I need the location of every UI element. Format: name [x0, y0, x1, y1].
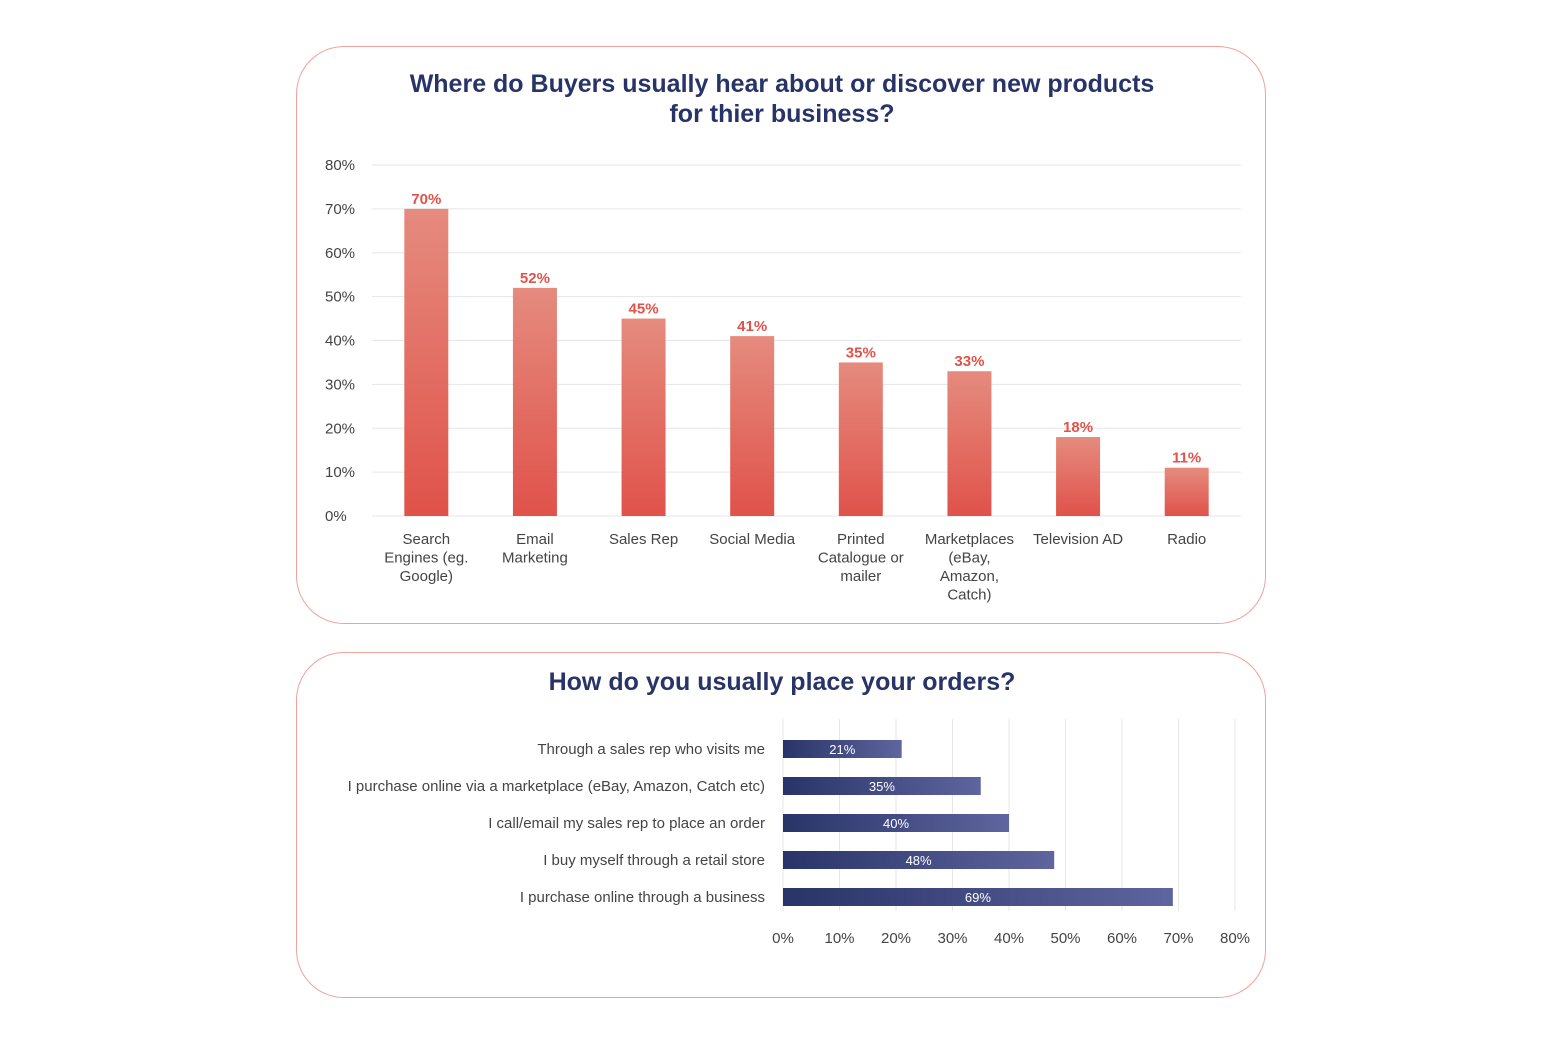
orders-bar-value-label: 35%: [869, 779, 895, 794]
orders-bar-value-label: 21%: [829, 742, 855, 757]
discovery-y-tick-label: 40%: [325, 333, 355, 350]
discovery-x-tick-label: Marketplaces (eBay, Amazon, Catch): [925, 531, 1014, 604]
discovery-grid: [372, 164, 1241, 517]
discovery-bar-value-label: 45%: [629, 301, 659, 318]
discovery-x-tick-label: Printed Catalogue or mailer: [818, 531, 904, 585]
discovery-bar: [404, 208, 449, 516]
orders-bar-value-label: 40%: [883, 816, 909, 831]
discovery-x-tick-label: Social Media: [709, 531, 796, 548]
orders-bar-value-label: 69%: [965, 890, 991, 905]
orders-bar-value-label: 48%: [906, 853, 932, 868]
discovery-bars: [404, 208, 1209, 516]
orders-x-tick-label: 70%: [1163, 930, 1193, 947]
discovery-y-tick-label: 30%: [325, 376, 355, 393]
discovery-bar-value-label: 41%: [737, 318, 767, 335]
discovery-bar: [1056, 437, 1101, 516]
orders-chart-title: How do you usually place your orders?: [297, 667, 1267, 697]
discovery-chart-panel: Where do Buyers usually hear about or di…: [296, 46, 1266, 624]
discovery-chart-title: Where do Buyers usually hear about or di…: [297, 69, 1267, 129]
orders-x-tick-label: 30%: [937, 930, 967, 947]
orders-chart-panel: How do you usually place your orders? 21…: [296, 652, 1266, 998]
discovery-y-tick-label: 10%: [325, 464, 355, 481]
orders-category-label: I purchase online through a business: [520, 889, 765, 906]
discovery-bar-value-label: 18%: [1063, 419, 1093, 436]
orders-category-label: Through a sales rep who visits me: [537, 741, 765, 758]
discovery-x-tick-label-line: Social Media: [709, 531, 796, 548]
discovery-y-axis: 0% 10% 20% 30% 40% 50% 60% 70% 80%: [325, 157, 355, 525]
discovery-x-tick-label-line: Catalogue or: [818, 550, 904, 567]
discovery-x-tick-label-line: Marketplaces: [925, 531, 1014, 548]
discovery-x-tick-label-line: (eBay,: [948, 550, 990, 567]
orders-x-tick-label: 80%: [1220, 930, 1250, 947]
discovery-y-tick-label: 80%: [325, 157, 355, 174]
discovery-x-tick-label-line: Google): [400, 568, 453, 585]
discovery-x-tick-label: Sales Rep: [609, 531, 678, 548]
discovery-bar-value-label: 70%: [411, 191, 441, 208]
discovery-x-tick-label-line: Marketing: [502, 550, 568, 567]
orders-bar: [783, 740, 902, 758]
discovery-chart-title-line-2: for thier business?: [669, 100, 895, 128]
orders-category-labels: Through a sales rep who visits me I purch…: [348, 741, 765, 906]
orders-bars: [783, 740, 1173, 906]
discovery-x-axis: Search Engines (eg. Google) Email Marketing S…: [384, 531, 1206, 604]
orders-x-tick-label: 60%: [1107, 930, 1137, 947]
orders-category-label: I buy myself through a retail store: [543, 852, 765, 869]
discovery-x-tick-label-line: mailer: [840, 568, 881, 585]
orders-bar: [783, 888, 1173, 906]
discovery-y-tick-label: 50%: [325, 289, 355, 306]
discovery-x-tick-label-line: Search: [403, 531, 451, 548]
orders-bar-chart: 21% 35% 40% 48% 69% Through a sales rep who …: [348, 719, 1250, 947]
discovery-x-tick-label: Television AD: [1033, 531, 1123, 548]
orders-category-label: I purchase online via a marketplace (eBa…: [348, 778, 765, 795]
orders-bar: [783, 851, 1055, 869]
orders-bar: [783, 777, 981, 795]
discovery-bar-value-label: 33%: [954, 353, 984, 370]
discovery-x-tick-label: Email Marketing: [502, 531, 568, 567]
discovery-x-tick-label-line: Email: [516, 531, 554, 548]
discovery-value-labels: 70% 52% 45% 41% 35% 33% 18% 11%: [411, 191, 1201, 467]
discovery-x-tick-label-line: Sales Rep: [609, 531, 678, 548]
orders-x-tick-label: 10%: [824, 930, 854, 947]
discovery-bar: [730, 336, 775, 516]
discovery-bar-value-label: 11%: [1172, 450, 1201, 467]
orders-x-tick-label: 40%: [994, 930, 1024, 947]
discovery-y-tick-label: 60%: [325, 245, 355, 262]
discovery-bar: [512, 287, 557, 516]
discovery-x-tick-label-line: Catch): [947, 587, 991, 604]
orders-bar: [783, 814, 1009, 832]
discovery-x-tick-label-line: Amazon,: [940, 568, 999, 585]
orders-x-tick-label: 0%: [772, 930, 794, 947]
discovery-bar-value-label: 52%: [520, 270, 550, 287]
discovery-y-tick-label: 70%: [325, 201, 355, 218]
orders-category-label: I call/email my sales rep to place an or…: [488, 815, 765, 832]
discovery-x-tick-label-line: Television AD: [1033, 531, 1123, 548]
discovery-x-tick-label: Search Engines (eg. Google): [384, 531, 468, 585]
discovery-bar: [621, 318, 666, 516]
discovery-x-tick-label: Radio: [1167, 531, 1206, 548]
orders-x-tick-label: 20%: [881, 930, 911, 947]
discovery-bar: [838, 362, 883, 516]
discovery-bar: [1164, 467, 1209, 516]
discovery-x-tick-label-line: Printed: [837, 531, 885, 548]
discovery-bar-chart: 0% 10% 20% 30% 40% 50% 60% 70% 80% 70% 52% 45% 41% 3…: [325, 157, 1241, 604]
discovery-bar-value-label: 35%: [846, 344, 876, 361]
discovery-chart-title-line-1: Where do Buyers usually hear about or di…: [409, 70, 1155, 98]
orders-x-axis: 0% 10% 20% 30% 40% 50% 60% 70% 80%: [772, 930, 1250, 947]
discovery-y-tick-label: 20%: [325, 420, 355, 437]
discovery-x-tick-label-line: Radio: [1167, 531, 1206, 548]
discovery-x-tick-label-line: Engines (eg.: [384, 550, 468, 567]
discovery-bar: [947, 371, 992, 516]
orders-chart-title-line-1: How do you usually place your orders?: [548, 668, 1016, 696]
orders-x-tick-label: 50%: [1050, 930, 1080, 947]
orders-value-labels: 21% 35% 40% 48% 69%: [829, 742, 991, 905]
discovery-y-tick-label: 0%: [325, 508, 347, 525]
